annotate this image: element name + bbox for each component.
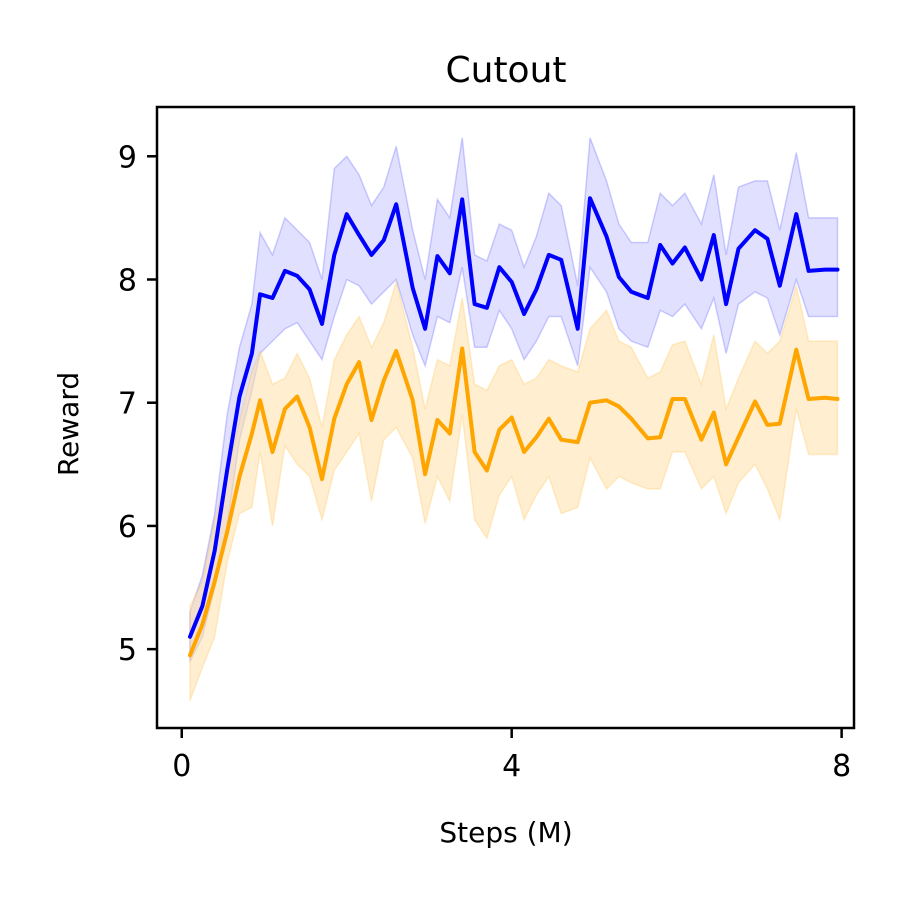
confidence-band-2: [189, 279, 839, 702]
y-tick-label: 5: [118, 633, 137, 668]
y-tick-label: 8: [118, 264, 137, 299]
chart-title: Cutout: [445, 50, 566, 91]
confidence-band-1: [189, 137, 839, 662]
series-line-1: [188, 196, 840, 639]
x-tick-label: 0: [172, 749, 191, 784]
plot-area: [188, 137, 840, 702]
y-tick-label: 9: [118, 140, 137, 175]
y-axis-label: Reward: [52, 372, 85, 476]
x-tick-label: 8: [832, 749, 851, 784]
y-tick-label: 7: [118, 387, 137, 422]
x-axis-label: Steps (M): [439, 816, 572, 849]
y-tick-label: 6: [118, 510, 137, 545]
series-line-2: [188, 346, 840, 658]
plot-frame: [155, 105, 856, 730]
x-tick-label: 4: [502, 749, 521, 784]
axes: 0 4 8 5 6 7 8 9: [118, 140, 851, 784]
